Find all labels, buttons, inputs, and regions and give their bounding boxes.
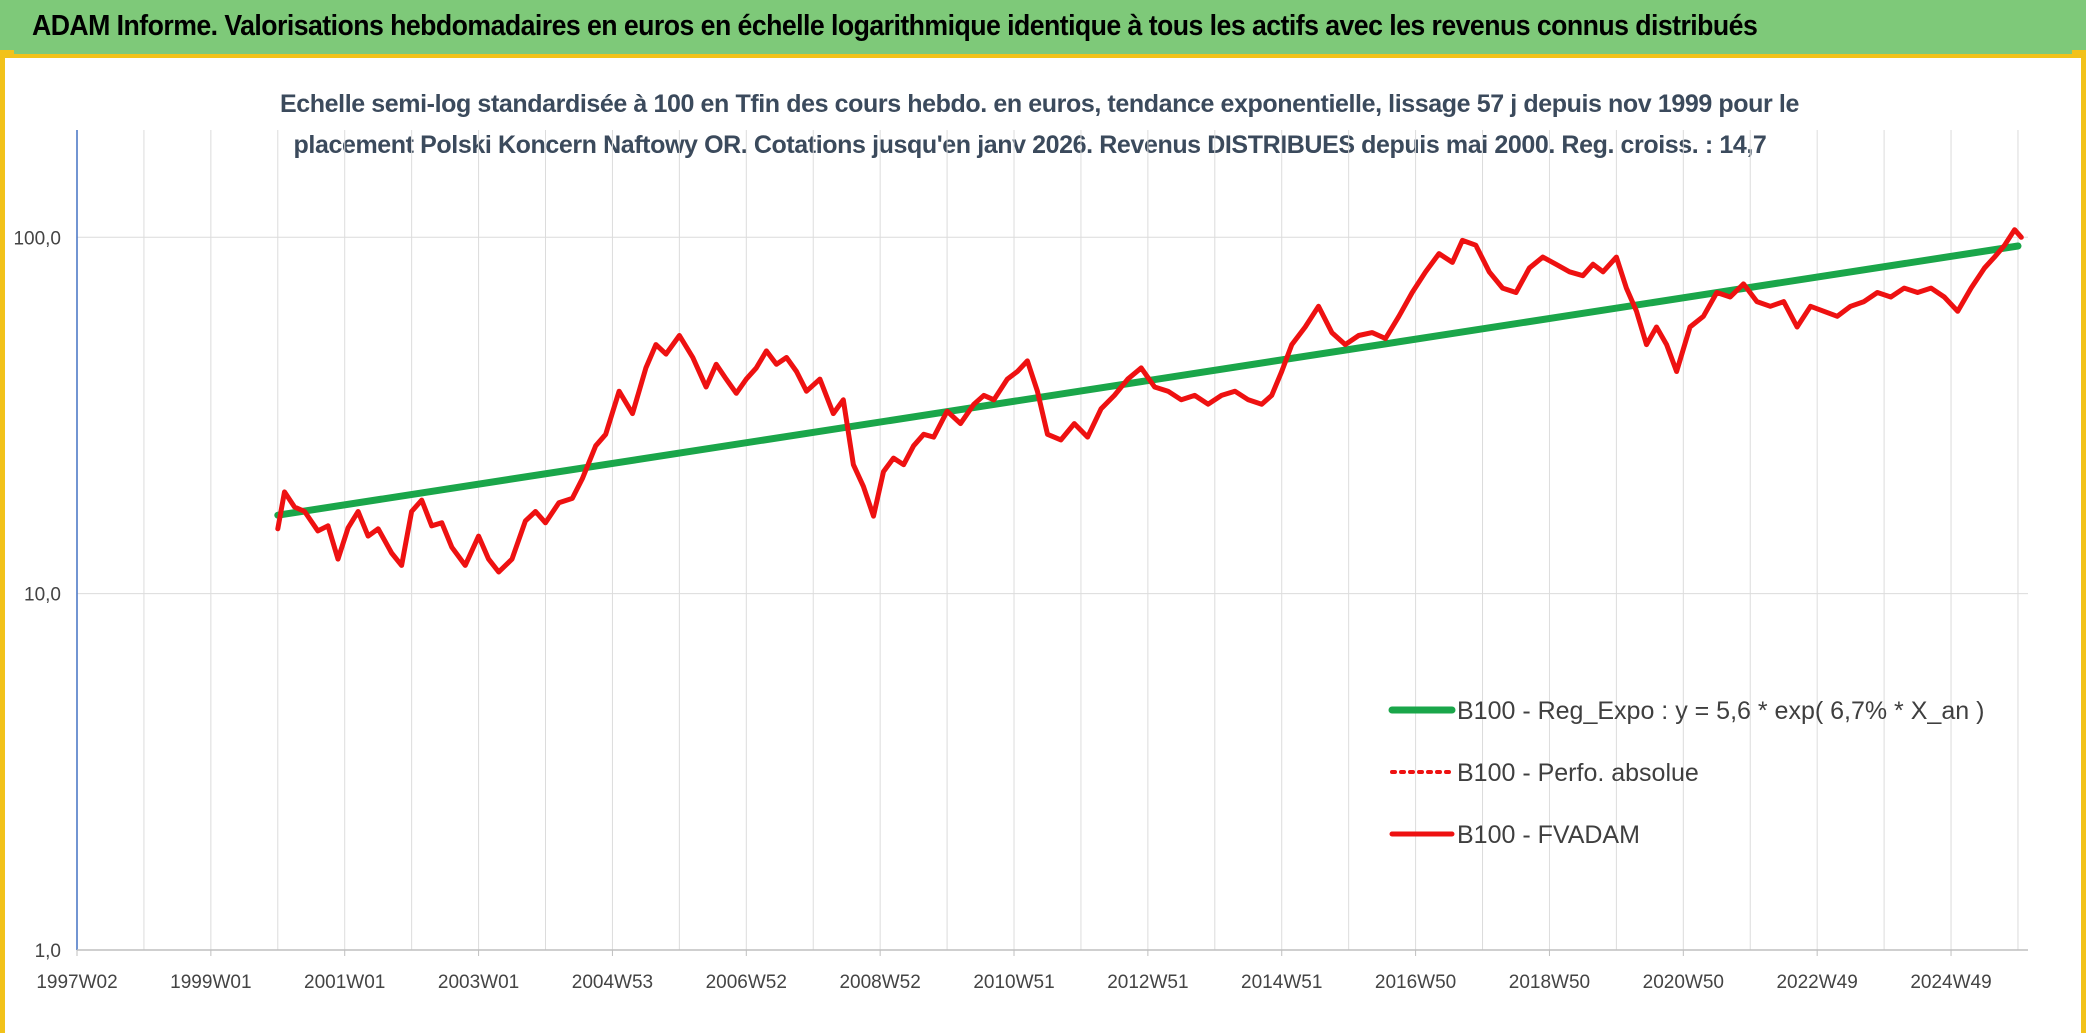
x-tick-label: 2006W52 [706, 972, 787, 993]
x-tick-label: 2010W51 [973, 972, 1054, 993]
title-banner: ADAM Informe. Valorisations hebdomadaire… [0, 0, 2086, 58]
series-line-2 [275, 227, 2024, 575]
chart-title-line-2: placement Polski Koncern Naftowy OR. Cot… [293, 131, 1767, 159]
y-tick-label: 100,0 [13, 228, 61, 249]
corner-mark-right [2072, 50, 2086, 60]
x-tick-label: 2020W50 [1643, 972, 1724, 993]
chart-title-line-1: Echelle semi-log standardisée à 100 en T… [280, 90, 1799, 118]
x-tick-label: 1997W02 [36, 972, 117, 993]
series-lines [274, 227, 2024, 575]
x-tick-label: 2012W51 [1107, 972, 1188, 993]
x-tick-label: 1999W01 [170, 972, 251, 993]
grid-lines [76, 130, 2028, 951]
corner-mark-left [0, 50, 14, 60]
y-tick-label: 1,0 [35, 941, 61, 962]
x-tick-label: 2018W50 [1509, 972, 1590, 993]
y-tick-label: 10,0 [24, 585, 61, 606]
legend: B100 - Reg_Expo : y = 5,6 * exp( 6,7% * … [1388, 697, 1984, 849]
legend-label-2: B100 - FVADAM [1457, 821, 1640, 849]
x-tick-label: 2001W01 [304, 972, 385, 993]
x-tick-label: 2003W01 [438, 972, 519, 993]
x-tick-label: 2024W49 [1910, 972, 1991, 993]
chart-frame [0, 58, 2086, 1033]
x-tick-label: 2016W50 [1375, 972, 1456, 993]
x-tick-label: 2004W53 [572, 972, 653, 993]
x-tick-label: 2014W51 [1241, 972, 1322, 993]
axes: 1,0 10,0 100,0 1997W02 1999W01 2001W01 2003W01… [13, 130, 2028, 993]
x-tick-label: 2022W49 [1776, 972, 1857, 993]
x-tick-label: 2008W52 [839, 972, 920, 993]
banner-title: ADAM Informe. Valorisations hebdomadaire… [32, 10, 1758, 42]
legend-label-0: B100 - Reg_Expo : y = 5,6 * exp( 6,7% * … [1457, 697, 1984, 725]
legend-label-1: B100 - Perfo. absolue [1457, 759, 1699, 787]
